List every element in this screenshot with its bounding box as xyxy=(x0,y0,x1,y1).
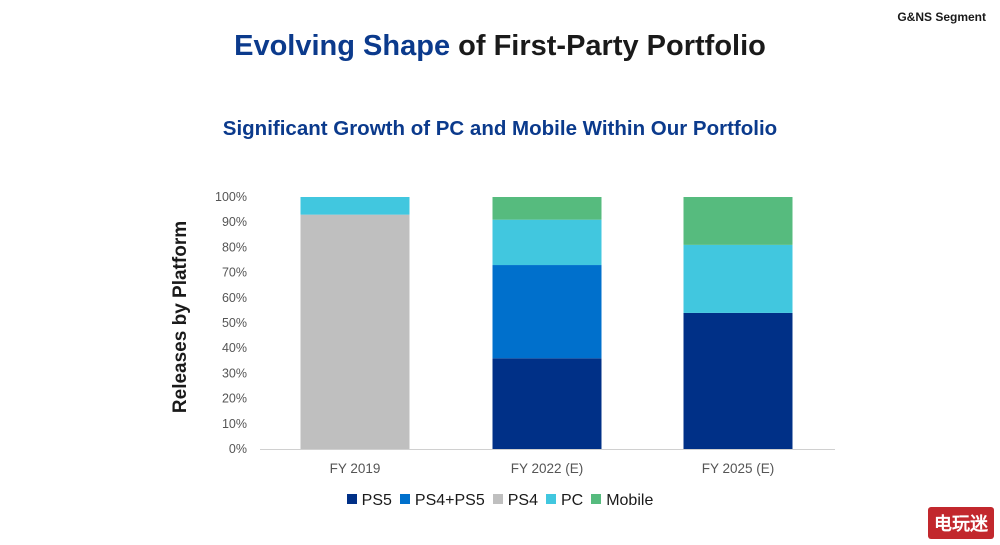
bar-fy-2025-e-ps5 xyxy=(683,312,793,449)
legend-swatch xyxy=(545,494,556,504)
y-tick-label: 100% xyxy=(215,190,247,204)
bar-fy-2022-e-ps5 xyxy=(492,358,602,449)
title-rest: of First-Party Portfolio xyxy=(450,30,766,62)
bar-fy-2019-ps4 xyxy=(300,214,410,449)
x-tick-label: FY 2019 xyxy=(330,461,381,476)
legend-item-ps4-ps5: PS4+PS5 xyxy=(399,492,485,510)
x-tick-label: FY 2022 (E) xyxy=(511,461,584,476)
y-tick-label: 80% xyxy=(222,240,247,254)
y-tick-label: 90% xyxy=(222,215,247,229)
watermark-logo: 电玩迷 xyxy=(928,507,994,539)
bar-fy-2025-e-pc xyxy=(683,244,793,313)
legend-swatch xyxy=(346,494,357,504)
bar-fy-2019-pc xyxy=(300,197,410,215)
legend-label: PS5 xyxy=(361,492,392,509)
title-accent: Evolving Shape xyxy=(234,30,451,62)
y-tick-label: 70% xyxy=(222,266,247,280)
y-tick-label: 30% xyxy=(222,366,247,380)
y-tick-label: 50% xyxy=(222,316,247,330)
watermark-text: 电玩迷 xyxy=(934,513,989,535)
chart-subtitle: Significant Growth of PC and Mobile With… xyxy=(222,117,778,140)
x-tick-label: FY 2025 (E) xyxy=(702,461,775,476)
legend-swatch xyxy=(492,494,503,504)
legend-item-ps5: PS5 xyxy=(346,492,392,510)
page-title: Evolving Shape of First-Party Portfolio xyxy=(0,30,1000,63)
legend-item-pc: PC xyxy=(545,492,584,510)
segment-label: G&NS Segment xyxy=(897,10,986,24)
bar-fy-2022-e-pc xyxy=(492,219,602,266)
legend-swatch xyxy=(399,494,410,504)
y-axis-label: Releases by Platform xyxy=(170,221,191,413)
y-tick-label: 0% xyxy=(229,442,247,456)
bar-fy-2022-e-ps4-ps5 xyxy=(492,265,602,359)
legend-label: PC xyxy=(560,492,584,509)
y-tick-label: 20% xyxy=(222,392,247,406)
watermark-background xyxy=(928,507,994,539)
y-tick-label: 60% xyxy=(222,291,247,305)
legend-label: PS4+PS5 xyxy=(414,492,485,509)
legend-swatch xyxy=(591,494,602,504)
chart-legend: PS5 PS4+PS5 PS4 PC Mobile xyxy=(0,492,1000,510)
legend-label: Mobile xyxy=(606,492,654,509)
bar-fy-2025-e-mobile xyxy=(683,197,793,245)
legend-label: PS4 xyxy=(507,492,538,509)
bar-fy-2022-e-mobile xyxy=(492,197,602,220)
y-tick-label: 40% xyxy=(222,341,247,355)
y-tick-label: 10% xyxy=(222,417,247,431)
legend-item-mobile: Mobile xyxy=(591,492,653,510)
legend-item-ps4: PS4 xyxy=(492,492,538,510)
